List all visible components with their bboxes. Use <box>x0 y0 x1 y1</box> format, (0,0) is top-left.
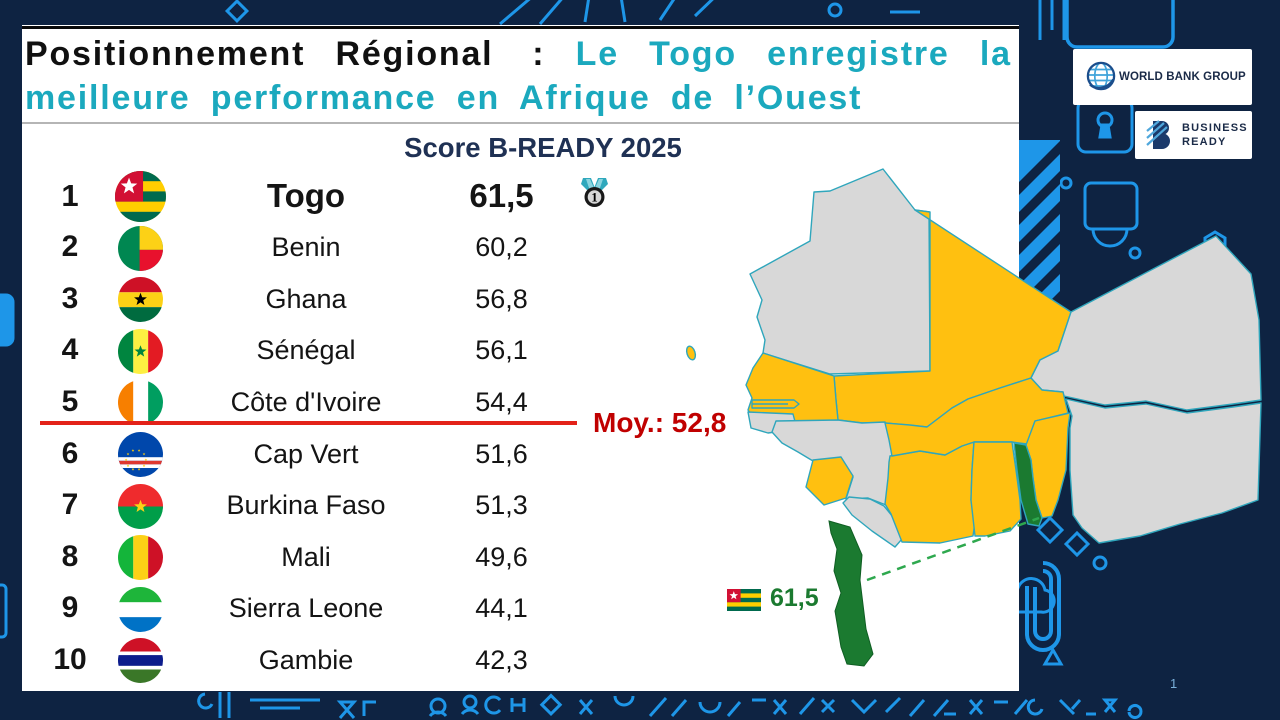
svg-text:1: 1 <box>591 190 598 205</box>
